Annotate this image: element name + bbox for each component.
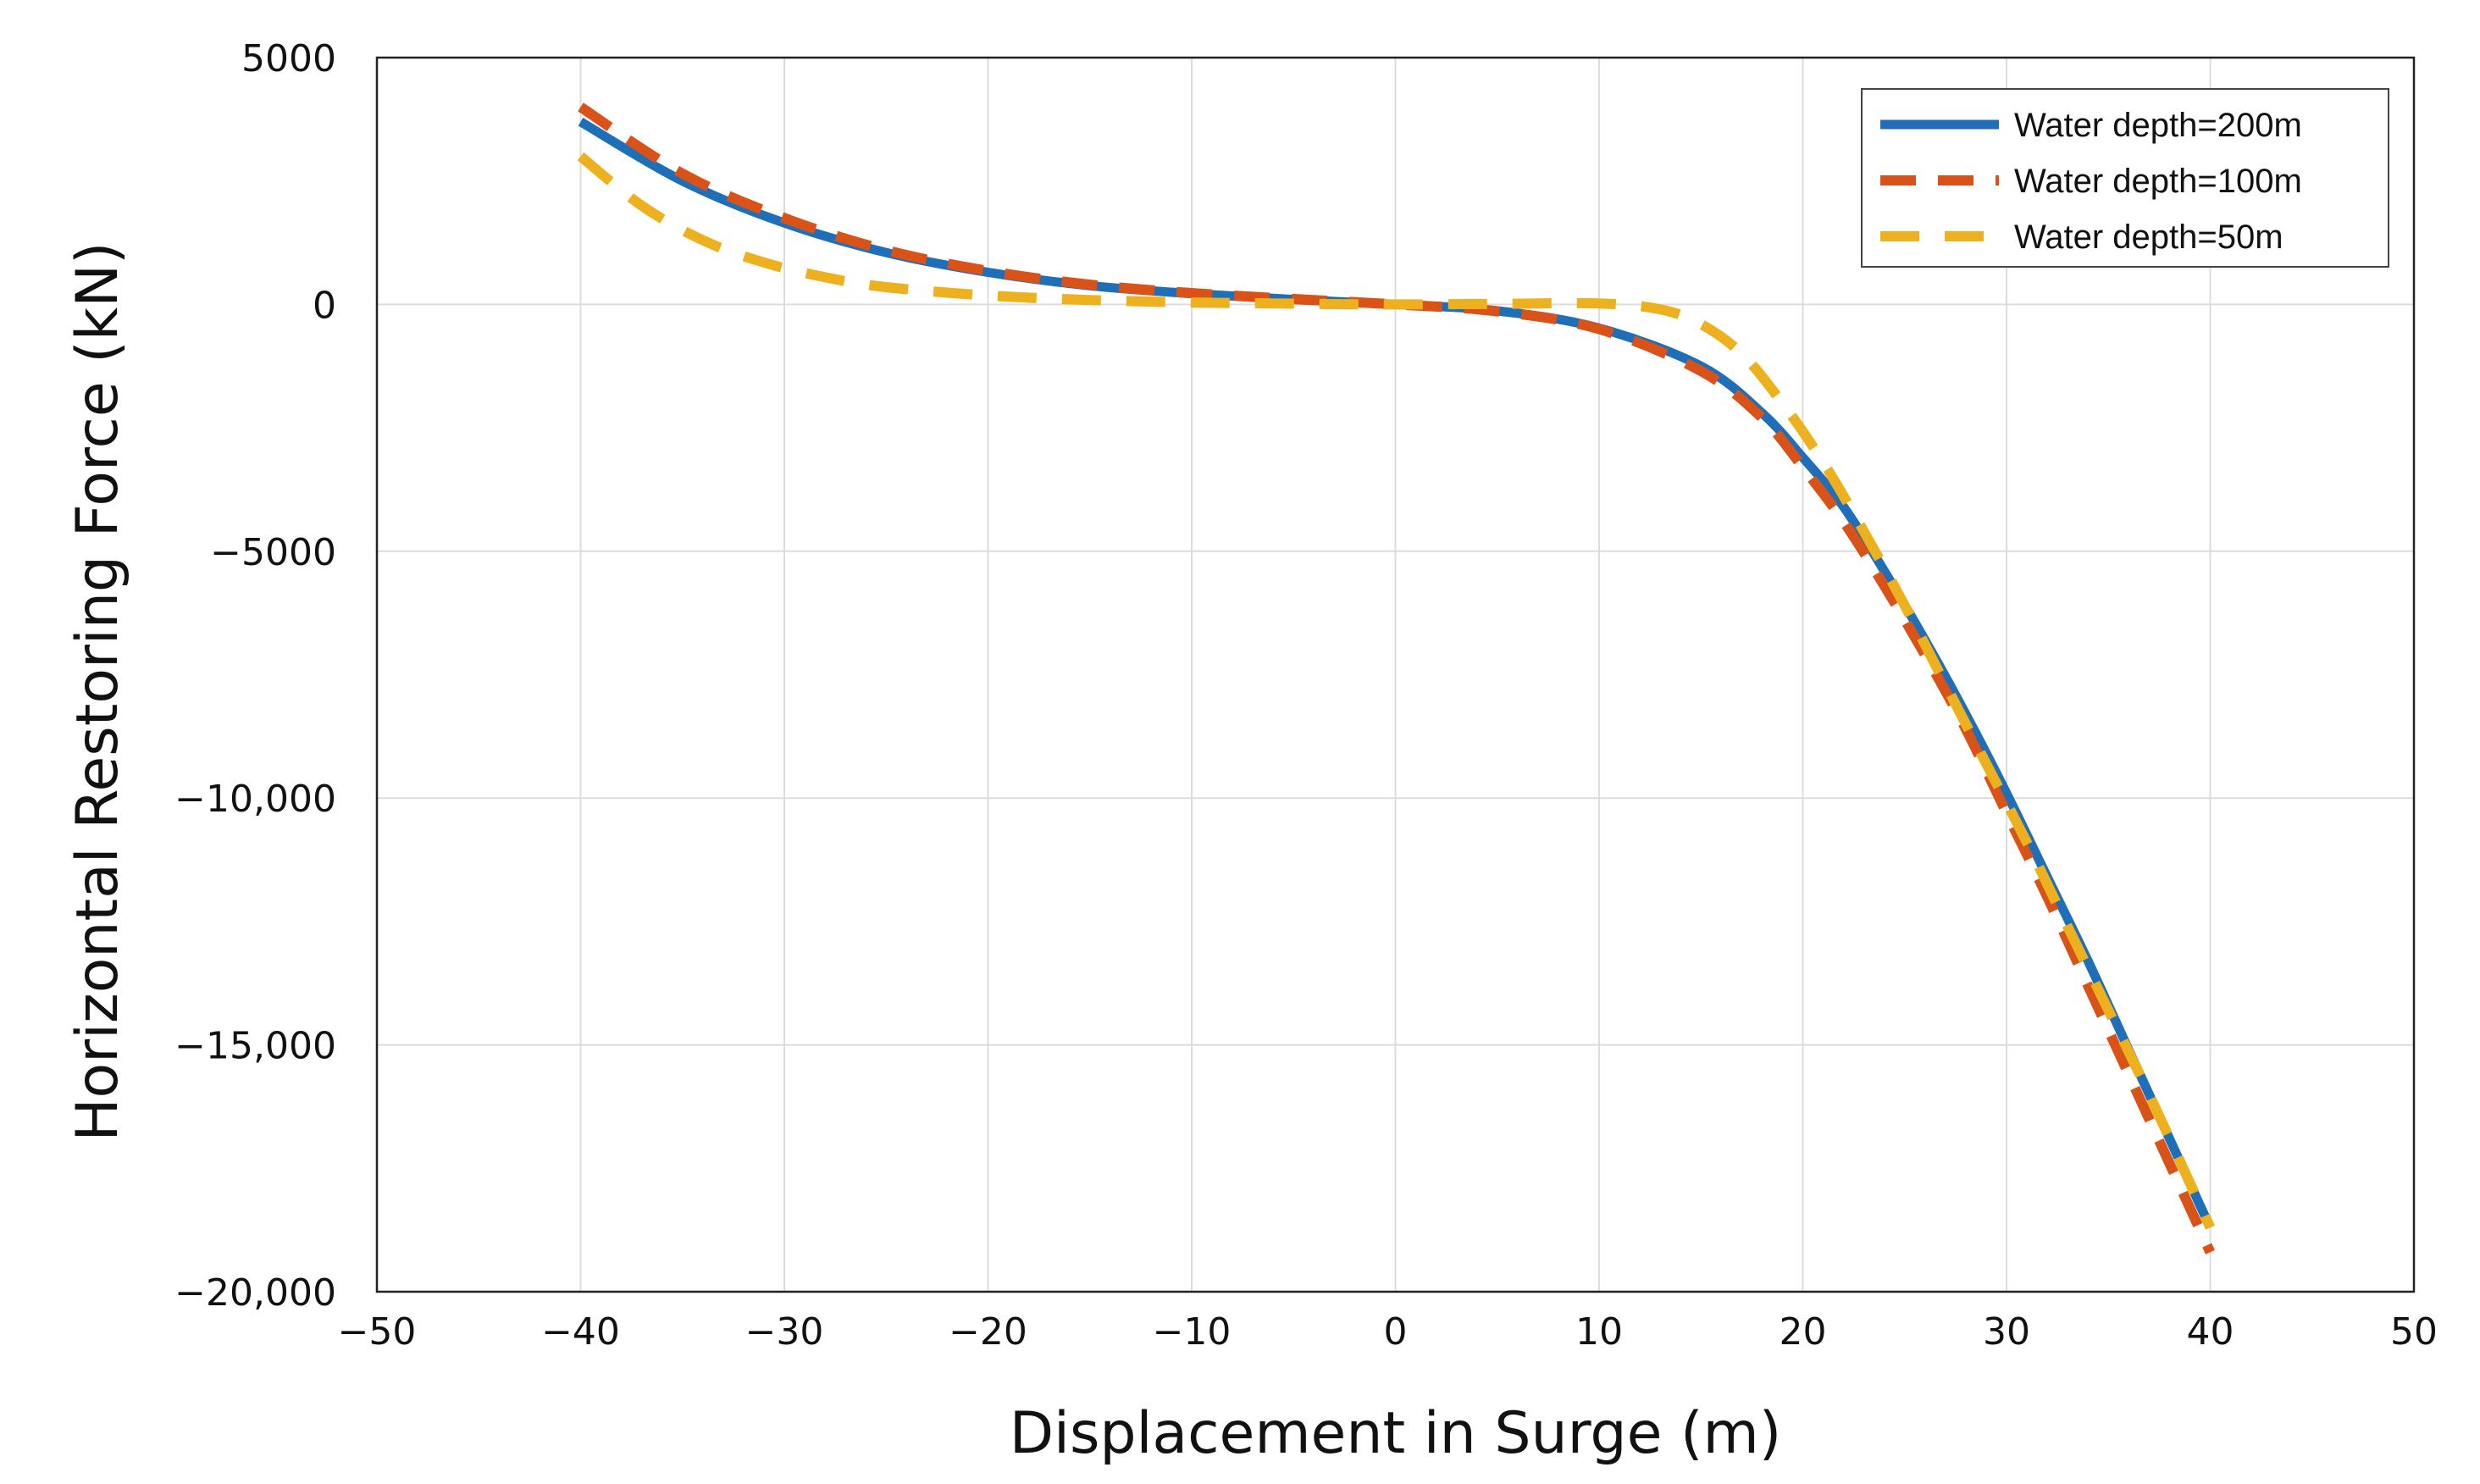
x-tick-label: 30	[1983, 1310, 2030, 1354]
y-tick-label: −20,000	[174, 1271, 336, 1315]
x-tick-label: 10	[1575, 1310, 1623, 1354]
y-tick-label: −10,000	[174, 778, 336, 821]
y-tick-label: −15,000	[174, 1025, 336, 1068]
series-line-1	[578, 102, 2215, 1254]
x-tick-label: −10	[1153, 1310, 1232, 1354]
x-tick-label: −50	[338, 1310, 417, 1354]
legend: Water depth=200m Water depth=100m Water de…	[1861, 88, 2389, 268]
x-axis-title: Displacement in Surge (m)	[1010, 1400, 1782, 1467]
series-line-2	[577, 152, 2215, 1230]
x-tick-label: 50	[2390, 1310, 2438, 1354]
x-tick-label: 40	[2187, 1310, 2234, 1354]
legend-label-1: Water depth=100m	[2014, 163, 2302, 200]
y-tick-label: 0	[313, 284, 336, 327]
legend-label-2: Water depth=50m	[2014, 219, 2283, 256]
y-tick-labels: 5000 0 −5000 −10,000 −15,000 −20,000	[174, 37, 336, 1315]
y-axis-title: Horizontal Restoring Force (kN)	[64, 241, 131, 1141]
x-tick-labels: −50 −40 −30 −20 −10 0 10 20 30 40 50	[338, 1310, 2438, 1354]
y-tick-label: 5000	[241, 37, 336, 80]
x-tick-label: −30	[745, 1310, 824, 1354]
legend-label-0: Water depth=200m	[2014, 107, 2302, 144]
x-tick-label: −20	[949, 1310, 1027, 1354]
plot-frame	[375, 56, 2416, 1293]
y-tick-label: −5000	[210, 531, 336, 574]
x-tick-label: 20	[1780, 1310, 1827, 1354]
x-tick-label: 0	[1384, 1310, 1408, 1354]
x-tick-label: −40	[541, 1310, 620, 1354]
series-layer	[577, 102, 2215, 1254]
